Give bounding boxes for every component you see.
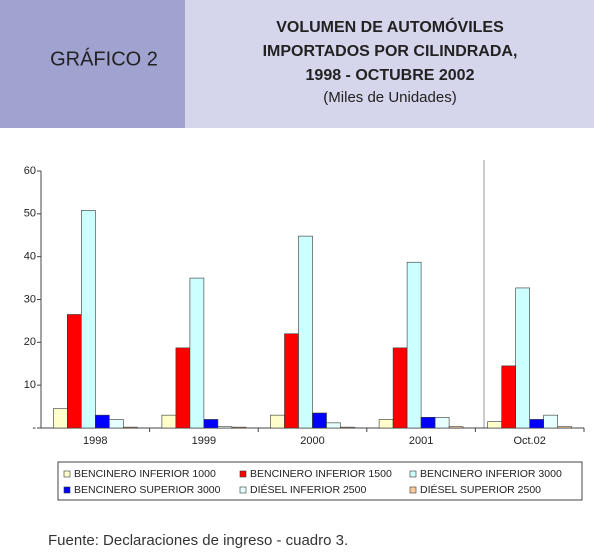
bar — [326, 422, 341, 429]
legend-swatch — [239, 486, 247, 494]
bar — [340, 426, 355, 429]
bar — [123, 426, 138, 429]
legend-label: BENCINERO INFERIOR 1000 — [74, 468, 216, 480]
bar — [81, 210, 96, 429]
x-tick-label: 2000 — [300, 435, 324, 447]
source: Fuente: Declaraciones de ingreso - cuadr… — [48, 532, 348, 549]
bar — [515, 287, 531, 429]
y-tick-label: 40 — [24, 251, 36, 263]
bar — [67, 314, 82, 429]
y-tick-label: - — [32, 422, 36, 434]
bar — [231, 426, 247, 429]
header-title-box — [185, 0, 594, 128]
title-line: 1998 - OCTUBRE 2002 — [306, 67, 475, 84]
bar — [406, 261, 422, 429]
chart-label: GRÁFICO 2 — [50, 47, 158, 70]
bar — [378, 419, 394, 429]
legend-label: BENCINERO INFERIOR 1500 — [250, 468, 392, 480]
legend-box — [57, 461, 583, 501]
y-tick-label: 20 — [24, 336, 36, 348]
legend-label: DIÉSEL INFERIOR 2500 — [250, 483, 366, 496]
legend-swatch — [239, 470, 247, 478]
legend-swatch — [63, 470, 71, 478]
bar — [161, 414, 177, 429]
bar — [434, 416, 450, 429]
bar — [420, 416, 436, 429]
y-tick-label: 10 — [24, 379, 36, 391]
legend-label: BENCINERO SUPERIOR 3000 — [74, 484, 221, 496]
legend-label: DIÉSEL SUPERIOR 2500 — [420, 483, 541, 496]
bar — [298, 235, 313, 429]
bar — [312, 412, 327, 429]
title-line: VOLUMEN DE AUTOMÓVILES — [276, 17, 504, 36]
x-tick-label: 1999 — [192, 435, 216, 447]
bar — [284, 333, 299, 429]
x-tick-label: 2001 — [409, 435, 433, 447]
bar — [529, 419, 545, 429]
bar — [109, 419, 124, 429]
bar — [203, 419, 219, 429]
bar — [487, 421, 503, 429]
bar — [448, 426, 464, 429]
bar — [52, 408, 68, 429]
title-line: IMPORTADOS POR CILINDRADA, — [263, 43, 518, 60]
bar — [175, 347, 191, 429]
bar — [270, 414, 285, 429]
legend-swatch — [409, 470, 417, 478]
header-label-box — [0, 0, 185, 128]
bar — [189, 277, 205, 429]
bar — [557, 426, 573, 429]
x-tick-label: 1998 — [83, 435, 107, 447]
legend-swatch — [63, 486, 71, 494]
bar — [217, 426, 233, 429]
bar — [95, 414, 110, 429]
legend-label: BENCINERO INFERIOR 3000 — [420, 468, 562, 480]
subtitle: (Miles de Unidades) — [323, 89, 456, 106]
y-tick-label: 60 — [24, 165, 36, 177]
y-tick-label: 50 — [24, 208, 36, 220]
y-tick-label: 30 — [24, 293, 36, 305]
legend-swatch — [409, 486, 417, 494]
bar — [543, 414, 559, 429]
bar — [501, 365, 517, 429]
x-tick-label: Oct.02 — [513, 435, 545, 447]
bar — [392, 347, 408, 429]
